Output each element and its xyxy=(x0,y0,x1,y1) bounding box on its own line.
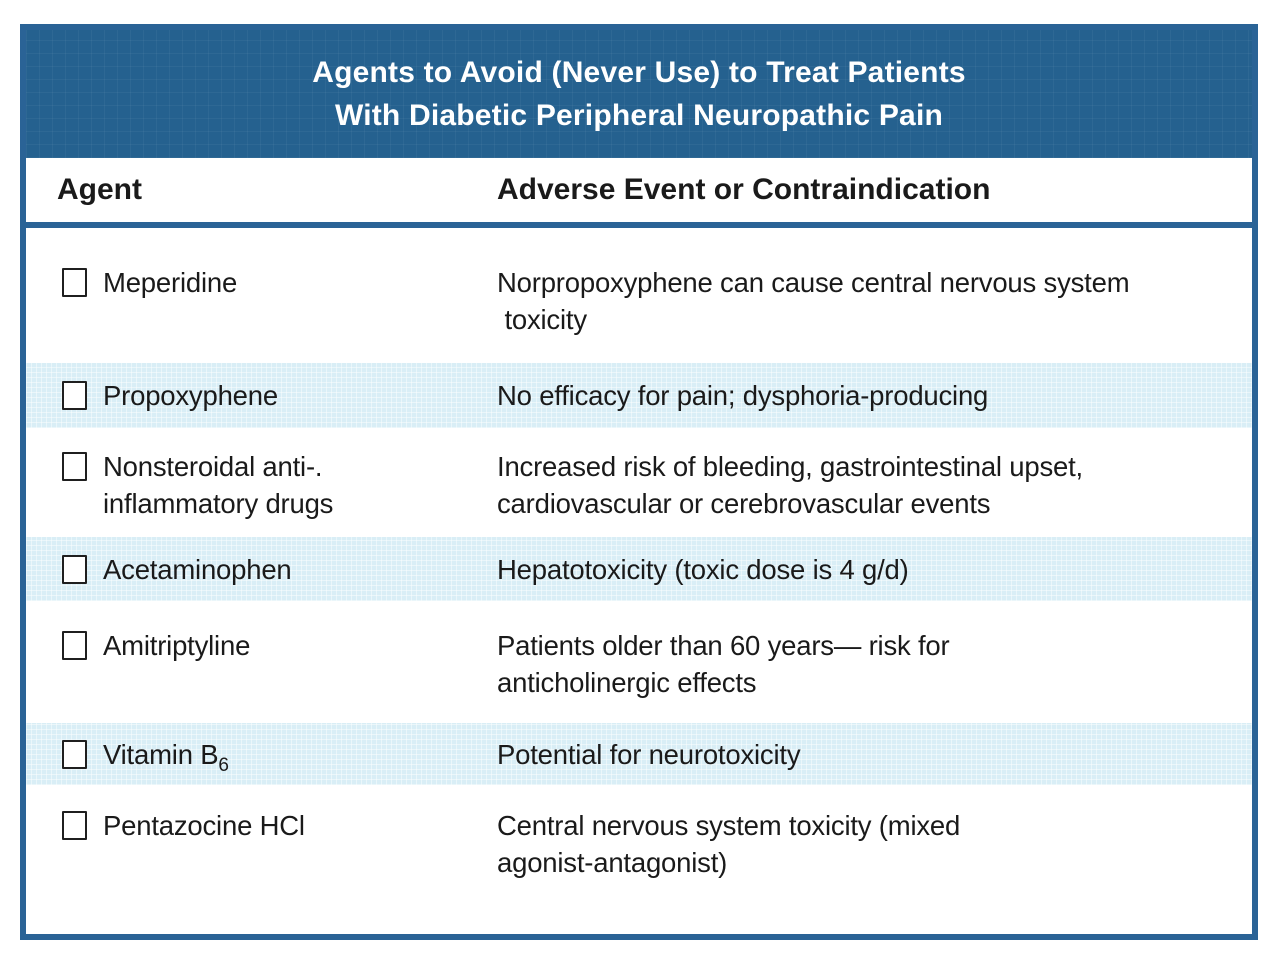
checkbox-meperidine[interactable] xyxy=(62,268,87,297)
agent-name: Meperidine xyxy=(103,267,238,298)
agent-name-text: Vitamin B xyxy=(103,738,219,770)
table-row-meperidine: Meperidine Norpropoxyphene can cause cen… xyxy=(26,228,1252,363)
column-header-adverse: Adverse Event or Contraindication xyxy=(497,173,991,206)
table-row-vitamin-b6: Vitamin B6 Potential for neurotoxicity xyxy=(26,723,1252,785)
agents-to-avoid-table: Agents to Avoid (Never Use) to Treat Pat… xyxy=(20,24,1258,940)
table-row-propoxyphene: Propoxyphene No efficacy for pain; dysph… xyxy=(26,363,1252,428)
header-divider xyxy=(26,222,1252,228)
adverse-event: Increased risk of bleeding, gastrointest… xyxy=(497,451,1083,519)
checkbox-amitriptyline[interactable] xyxy=(62,631,87,660)
checkbox-acetaminophen[interactable] xyxy=(62,554,87,584)
checkbox-propoxyphene[interactable] xyxy=(62,381,87,410)
adverse-event: No efficacy for pain; dysphoria-producin… xyxy=(497,380,989,411)
agent-subscript: 6 xyxy=(218,754,229,776)
agent-name: Pentazocine HCl xyxy=(103,810,305,841)
table-row-amitriptyline: Amitriptyline Patients older than 60 yea… xyxy=(26,601,1252,723)
checkbox-nsaids[interactable] xyxy=(62,452,87,481)
column-header-row: Agent Adverse Event or Contraindication xyxy=(26,158,1252,222)
adverse-event: Norpropoxyphene can cause central nervou… xyxy=(497,267,1130,335)
checkbox-vitamin-b6[interactable] xyxy=(62,739,87,769)
adverse-event: Central nervous system toxicity (mixed a… xyxy=(497,810,961,878)
agent-name: Vitamin B6 xyxy=(103,736,497,776)
agent-name: Propoxyphene xyxy=(103,380,278,411)
table-title: Agents to Avoid (Never Use) to Treat Pat… xyxy=(26,30,1252,158)
agent-name: Amitriptyline xyxy=(103,630,251,661)
table-row-pentazocine: Pentazocine HCl Central nervous system t… xyxy=(26,785,1252,934)
adverse-event: Hepatotoxicity (toxic dose is 4 g/d) xyxy=(497,553,909,585)
table-row-nsaids: Nonsteroidal anti-. inflammatory drugs I… xyxy=(26,428,1252,537)
adverse-event: Patients older than 60 years— risk for a… xyxy=(497,630,950,698)
agent-name: Acetaminophen xyxy=(103,553,292,585)
agent-name: Nonsteroidal anti-. inflammatory drugs xyxy=(103,451,334,519)
table-body: Meperidine Norpropoxyphene can cause cen… xyxy=(26,228,1252,934)
checkbox-pentazocine[interactable] xyxy=(62,811,87,840)
column-header-agent: Agent xyxy=(57,173,142,206)
adverse-event: Potential for neurotoxicity xyxy=(497,738,801,770)
table-row-acetaminophen: Acetaminophen Hepatotoxicity (toxic dose… xyxy=(26,537,1252,601)
